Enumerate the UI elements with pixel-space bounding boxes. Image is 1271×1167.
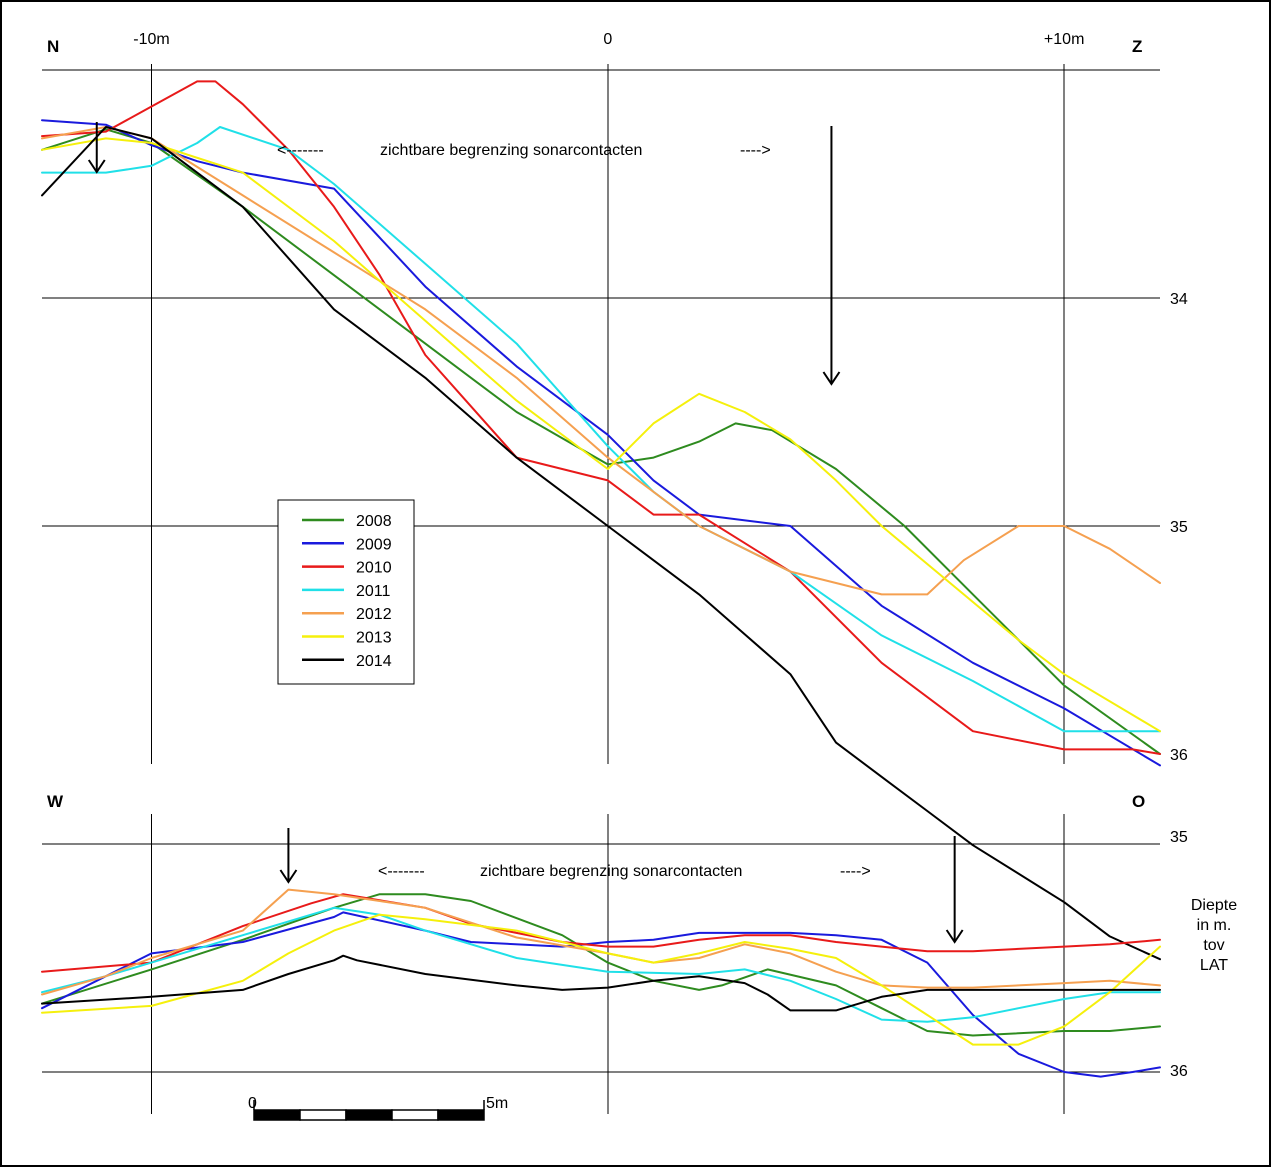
top-x-tick-label: -10m xyxy=(133,31,169,48)
legend-label-2011: 2011 xyxy=(356,583,391,600)
legend-label-2012: 2012 xyxy=(356,606,392,623)
top-annotation-left-arrow: <------- xyxy=(277,142,324,159)
top-marker-arrow xyxy=(87,122,106,174)
top-series-2011 xyxy=(41,126,1161,733)
legend-box xyxy=(277,499,415,685)
bottom-series-2013 xyxy=(41,913,1161,1046)
scale-bar-segment xyxy=(299,1109,347,1121)
top-series-2013 xyxy=(41,137,1161,733)
top-grid xyxy=(42,64,1160,764)
top-y-tick-label: 36 xyxy=(1170,747,1188,764)
top-series-2009 xyxy=(41,119,1161,767)
top-series-group xyxy=(41,80,1161,961)
scale-bar-segment xyxy=(391,1109,439,1121)
bottom-direction-right: O xyxy=(1132,792,1145,811)
labels-group: N Z -10m 0 +10m 34 35 36 <------- zichtbare begre… xyxy=(47,31,1237,1121)
top-annotation-text: zichtbare begrenzing sonarcontacten xyxy=(380,142,642,159)
legend-label-2008: 2008 xyxy=(356,513,392,530)
bottom-series-2011 xyxy=(41,906,1161,1023)
bottom-marker-arrow xyxy=(945,836,964,944)
scale-bar-segment xyxy=(437,1109,485,1121)
legend-label-2013: 2013 xyxy=(356,630,392,647)
top-direction-left: N xyxy=(47,37,59,56)
bottom-y-tick-label: 35 xyxy=(1170,829,1188,846)
top-x-tick-label: 0 xyxy=(603,31,612,48)
bottom-series-2010 xyxy=(41,893,1161,973)
legend-label-2010: 2010 xyxy=(356,560,392,577)
top-series-2008 xyxy=(41,128,1161,755)
bottom-direction-left: W xyxy=(47,792,64,811)
legend-label-2009: 2009 xyxy=(356,536,392,553)
top-y-tick-label: 34 xyxy=(1170,291,1188,308)
legend-label-2014: 2014 xyxy=(356,653,392,670)
top-x-tick-label: +10m xyxy=(1044,31,1084,48)
bottom-y-axis-label: Diepte in m. tov LAT xyxy=(1191,897,1237,974)
top-direction-right: Z xyxy=(1132,37,1142,56)
bottom-series-2014 xyxy=(41,954,1161,1012)
scale-bar-segment xyxy=(253,1109,301,1121)
top-marker-arrow xyxy=(822,126,841,386)
scale-bar-label-end: 5m xyxy=(486,1095,508,1112)
bottom-annotation-right-arrow: ----> xyxy=(840,863,871,880)
bottom-marker-arrow xyxy=(279,828,298,884)
bottom-annotation-text: zichtbare begrenzing sonarcontacten xyxy=(480,863,742,880)
scale-bar-label-start: 0 xyxy=(248,1095,257,1112)
scale-bar-segment xyxy=(345,1109,393,1121)
bottom-grid xyxy=(42,814,1160,1114)
scale-bar: 0 5m xyxy=(248,1095,508,1121)
top-series-2012 xyxy=(41,126,1161,596)
top-series-2010 xyxy=(41,80,1161,755)
top-series-2014 xyxy=(41,126,1161,961)
legend-group: 2008 2009 2010 2011 2012 2013 2014 xyxy=(277,499,415,685)
bottom-y-tick-label: 36 xyxy=(1170,1063,1188,1080)
bottom-series-2009 xyxy=(41,911,1161,1078)
bottom-annotation-left-arrow: <------- xyxy=(378,863,425,880)
bottom-series-2012 xyxy=(41,888,1161,996)
top-y-tick-label: 35 xyxy=(1170,519,1188,536)
bottom-series-group xyxy=(41,888,1161,1078)
bottom-series-2008 xyxy=(41,893,1161,1037)
top-annotation-right-arrow: ----> xyxy=(740,142,771,159)
